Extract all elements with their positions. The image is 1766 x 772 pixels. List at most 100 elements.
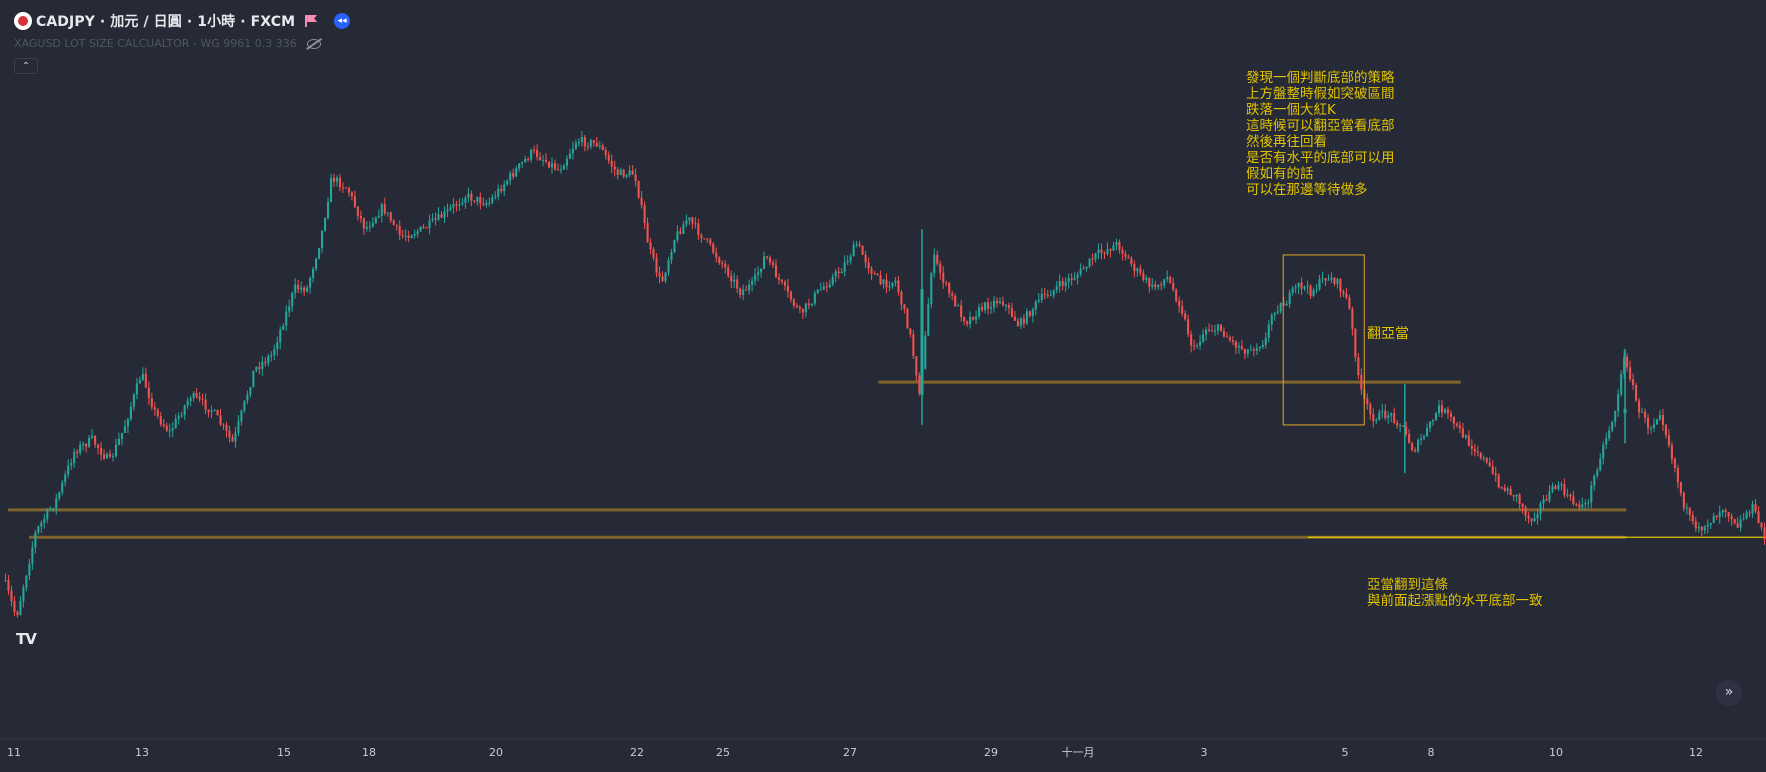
replay-icon[interactable]: ◂◂: [334, 13, 351, 29]
candle-body: [309, 277, 312, 288]
candle-body: [1234, 341, 1237, 348]
candle-body: [1025, 311, 1028, 324]
candle-body: [303, 287, 306, 292]
candle-body: [998, 301, 1002, 304]
candle-body: [610, 160, 613, 167]
indicator-title[interactable]: XAGUSD LOT SIZE CALCUALTOR - WG 9961 0.3…: [14, 37, 297, 50]
candle-body: [1010, 307, 1013, 317]
candle-body: [1676, 467, 1679, 483]
candle-body: [544, 159, 548, 162]
candle-body: [1240, 345, 1243, 350]
candle-body: [1178, 300, 1181, 307]
tradingview-logo[interactable]: TV: [16, 630, 37, 648]
candle-body: [79, 444, 82, 454]
indicator-legend[interactable]: XAGUSD LOT SIZE CALCUALTOR - WG 9961 0.3…: [14, 37, 321, 50]
candle-body: [1204, 329, 1208, 335]
candle-body: [410, 235, 413, 238]
candle-body: [1512, 495, 1515, 497]
candle-body: [837, 271, 840, 274]
time-axis[interactable]: 11 13 15 18 20 22 25 27 29 十一月 3 5 8 10 12: [7, 745, 1703, 759]
candle-body: [978, 307, 981, 317]
candle-body: [228, 430, 231, 438]
candle-body: [315, 258, 318, 269]
candle-body: [1390, 413, 1393, 416]
candle-body: [1384, 410, 1387, 418]
candle-body: [506, 180, 509, 185]
candle-body: [1739, 519, 1742, 528]
candle-body: [774, 264, 778, 278]
candle-body: [1563, 484, 1566, 496]
candle-body: [1270, 314, 1273, 325]
candle-body: [126, 419, 129, 427]
candle-body: [1097, 249, 1100, 254]
candle-body: [76, 451, 79, 454]
candle-body: [1339, 278, 1342, 292]
candle-body: [1139, 268, 1142, 274]
candle-body: [867, 262, 870, 269]
candle-body: [103, 454, 106, 459]
candle-body: [1569, 494, 1572, 497]
candle-body: [431, 218, 434, 221]
eye-off-icon[interactable]: [306, 38, 321, 49]
candle-body: [556, 169, 560, 171]
candle-body: [685, 220, 688, 225]
x-tick-label: 18: [362, 746, 376, 759]
candle-body: [574, 143, 577, 149]
candle-body: [565, 158, 568, 166]
scroll-to-realtime-button[interactable]: »: [1716, 680, 1742, 706]
candle-body: [473, 200, 476, 202]
candle-body: [500, 188, 503, 192]
candle-body: [1605, 438, 1608, 445]
candle-body: [371, 223, 374, 227]
candle-body: [338, 177, 342, 188]
candle-body: [580, 137, 583, 142]
candle-body: [455, 204, 458, 206]
candle-body: [138, 380, 141, 384]
candle-body: [332, 177, 336, 182]
candle-body: [888, 286, 891, 288]
box-label[interactable]: 翻亞當: [1367, 326, 1409, 342]
candle-body: [948, 282, 951, 294]
candle-body: [933, 254, 936, 274]
candle-body: [840, 271, 843, 274]
candle-body: [374, 217, 377, 224]
candle-body: [1076, 274, 1079, 278]
candle-body: [861, 245, 864, 255]
candle-body: [771, 262, 775, 265]
candle-body: [267, 356, 270, 363]
candle-body: [144, 373, 147, 388]
candle-body: [264, 362, 267, 364]
strategy-note[interactable]: 發現一個判斷底部的策略 上方盤整時假如突破區間 跌落一個大紅K 這時候可以翻亞當…: [1246, 70, 1395, 198]
candle-body: [1521, 503, 1524, 508]
candle-body: [942, 272, 945, 283]
candle-body: [1545, 499, 1548, 501]
symbol-title[interactable]: CADJPY · 加元 / 日圓 · 1小時 · FXCM: [36, 14, 296, 30]
annotation-box[interactable]: [1282, 254, 1365, 426]
candle-body: [670, 252, 673, 261]
candle-body: [691, 217, 694, 224]
collapse-legend-button[interactable]: ⌃: [14, 58, 38, 74]
candle-body: [757, 272, 760, 275]
level-note[interactable]: 亞當翻到這條 與前面起漲點的水平底部一致: [1367, 577, 1543, 609]
candle-body: [643, 205, 646, 224]
candle-body: [559, 169, 563, 171]
candle-body: [1602, 444, 1605, 459]
symbol-header[interactable]: CADJPY · 加元 / 日圓 · 1小時 · FXCM ◂◂: [14, 11, 351, 31]
candle-body: [586, 146, 589, 148]
candle-body: [1497, 475, 1500, 488]
candle-body: [1202, 334, 1205, 342]
candle-body: [876, 273, 879, 276]
candle-body: [1079, 268, 1082, 275]
candle-body: [1417, 439, 1420, 452]
candle-body: [1661, 414, 1665, 425]
candle-body: [252, 370, 255, 388]
candle-body: [694, 223, 697, 225]
candle-body: [10, 590, 13, 601]
candle-body: [114, 444, 118, 457]
candle-body: [1357, 357, 1360, 376]
candle-body: [58, 492, 61, 499]
candle-body: [294, 284, 297, 293]
flag-icon[interactable]: [305, 15, 316, 27]
candle-body: [825, 286, 828, 288]
